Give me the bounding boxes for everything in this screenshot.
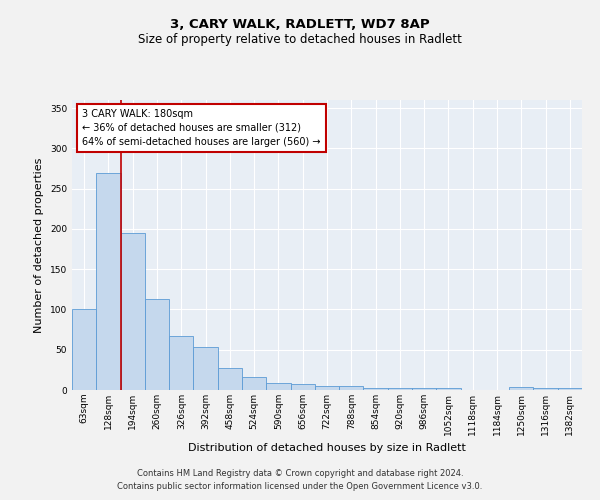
Bar [364, 388, 388, 390]
Text: Size of property relative to detached houses in Radlett: Size of property relative to detached ho… [138, 32, 462, 46]
Bar [169, 336, 193, 390]
Bar [412, 388, 436, 390]
Bar [558, 388, 582, 390]
Bar [193, 346, 218, 390]
Bar [242, 377, 266, 390]
Bar [121, 233, 145, 390]
Text: Contains public sector information licensed under the Open Government Licence v3: Contains public sector information licen… [118, 482, 482, 491]
Text: Contains HM Land Registry data © Crown copyright and database right 2024.: Contains HM Land Registry data © Crown c… [137, 468, 463, 477]
Text: 3 CARY WALK: 180sqm
← 36% of detached houses are smaller (312)
64% of semi-detac: 3 CARY WALK: 180sqm ← 36% of detached ho… [82, 108, 320, 146]
Bar [388, 388, 412, 390]
Bar [72, 310, 96, 390]
Y-axis label: Number of detached properties: Number of detached properties [34, 158, 44, 332]
Bar [509, 387, 533, 390]
Bar [290, 384, 315, 390]
Bar [533, 388, 558, 390]
Bar [315, 386, 339, 390]
Bar [218, 368, 242, 390]
Bar [436, 388, 461, 390]
Bar [339, 386, 364, 390]
X-axis label: Distribution of detached houses by size in Radlett: Distribution of detached houses by size … [188, 443, 466, 453]
Bar [266, 383, 290, 390]
Bar [145, 299, 169, 390]
Text: 3, CARY WALK, RADLETT, WD7 8AP: 3, CARY WALK, RADLETT, WD7 8AP [170, 18, 430, 30]
Bar [96, 172, 121, 390]
